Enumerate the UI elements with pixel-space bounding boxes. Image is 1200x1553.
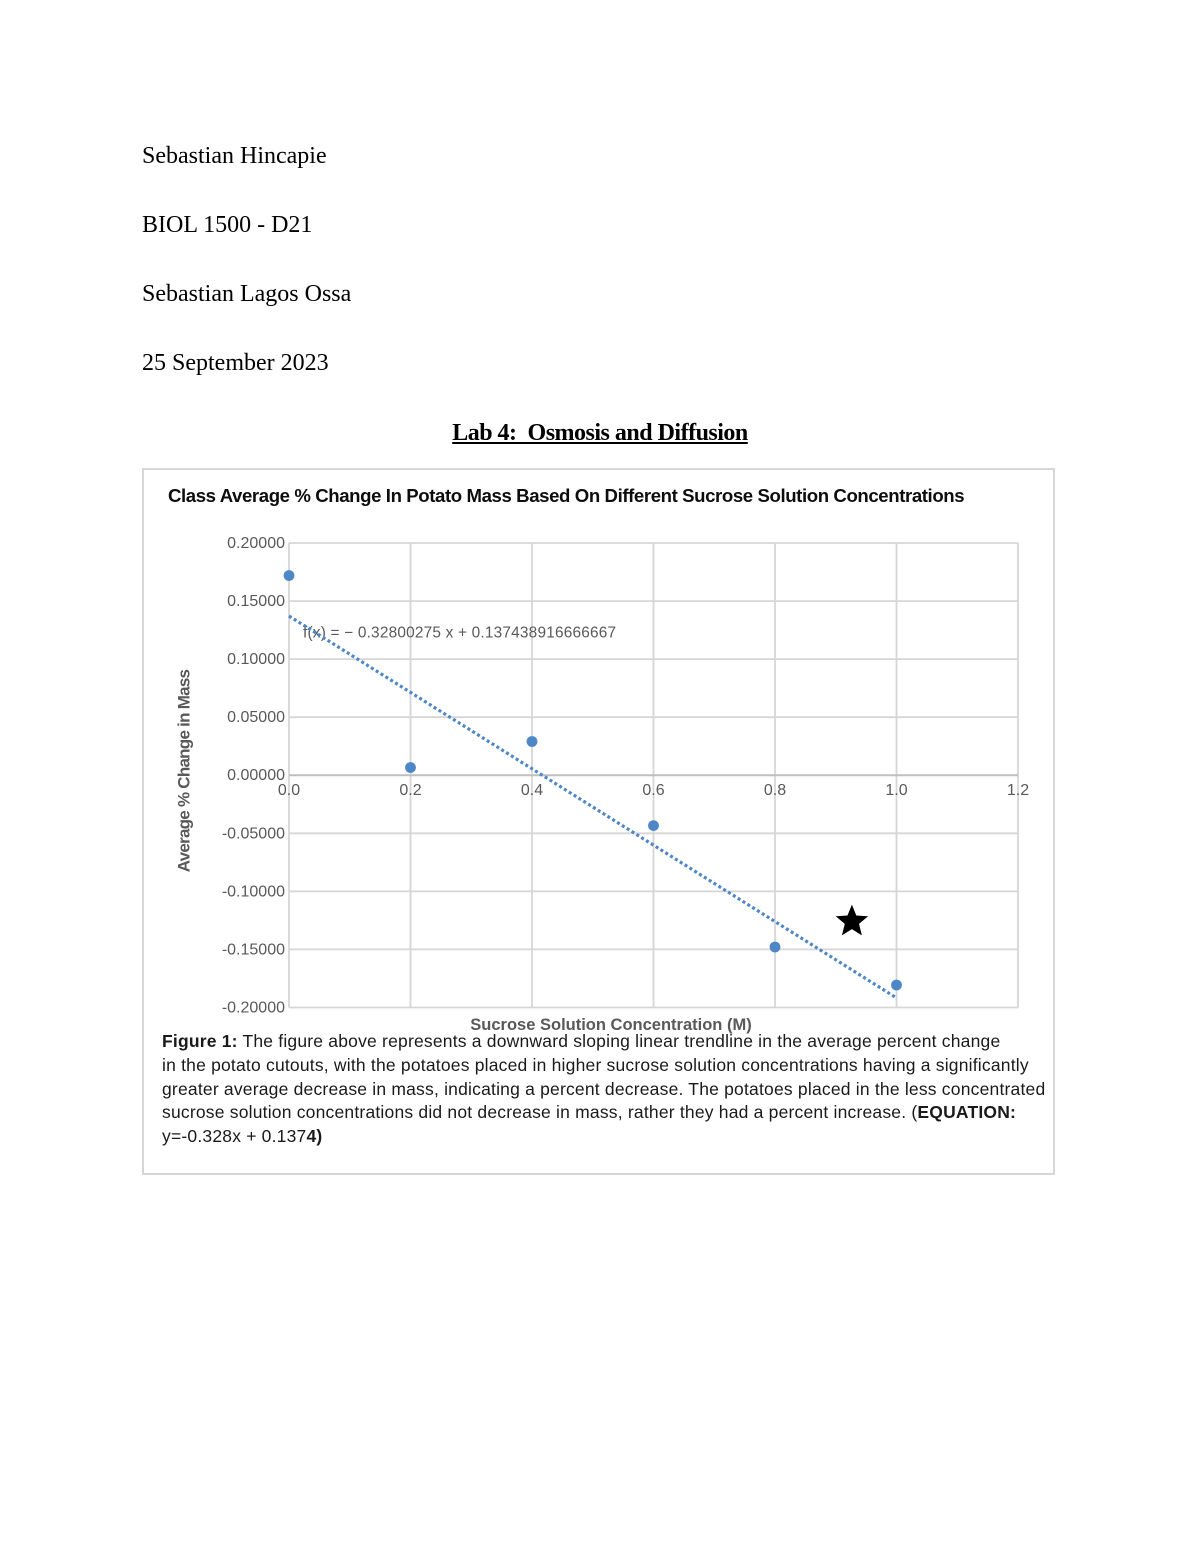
svg-text:0.0: 0.0 bbox=[278, 782, 300, 799]
svg-text:f(x) = − 0.32800275 x + 0.1374: f(x) = − 0.32800275 x + 0.13743891666666… bbox=[303, 625, 616, 642]
svg-text:0.20000: 0.20000 bbox=[227, 535, 285, 552]
svg-text:-0.10000: -0.10000 bbox=[222, 883, 285, 900]
svg-text:0.15000: 0.15000 bbox=[227, 593, 285, 610]
svg-text:0.00000: 0.00000 bbox=[227, 767, 285, 784]
svg-text:-0.15000: -0.15000 bbox=[222, 941, 285, 958]
svg-text:-0.05000: -0.05000 bbox=[222, 825, 285, 842]
svg-text:1.2: 1.2 bbox=[1007, 782, 1029, 799]
svg-text:Sucrose Solution Concentration: Sucrose Solution Concentration (M) bbox=[470, 1016, 751, 1034]
svg-text:-0.20000: -0.20000 bbox=[222, 1000, 285, 1017]
svg-text:0.6: 0.6 bbox=[642, 782, 664, 799]
svg-text:Class Average % Change In Pota: Class Average % Change In Potato Mass Ba… bbox=[168, 485, 964, 506]
svg-text:0.10000: 0.10000 bbox=[227, 651, 285, 668]
svg-text:0.4: 0.4 bbox=[521, 782, 543, 799]
svg-text:0.8: 0.8 bbox=[764, 782, 786, 799]
svg-text:1.0: 1.0 bbox=[885, 782, 907, 799]
svg-text:0.05000: 0.05000 bbox=[227, 709, 285, 726]
svg-text:Average % Change in Mass: Average % Change in Mass bbox=[175, 669, 194, 872]
svg-text:0.2: 0.2 bbox=[399, 782, 421, 799]
